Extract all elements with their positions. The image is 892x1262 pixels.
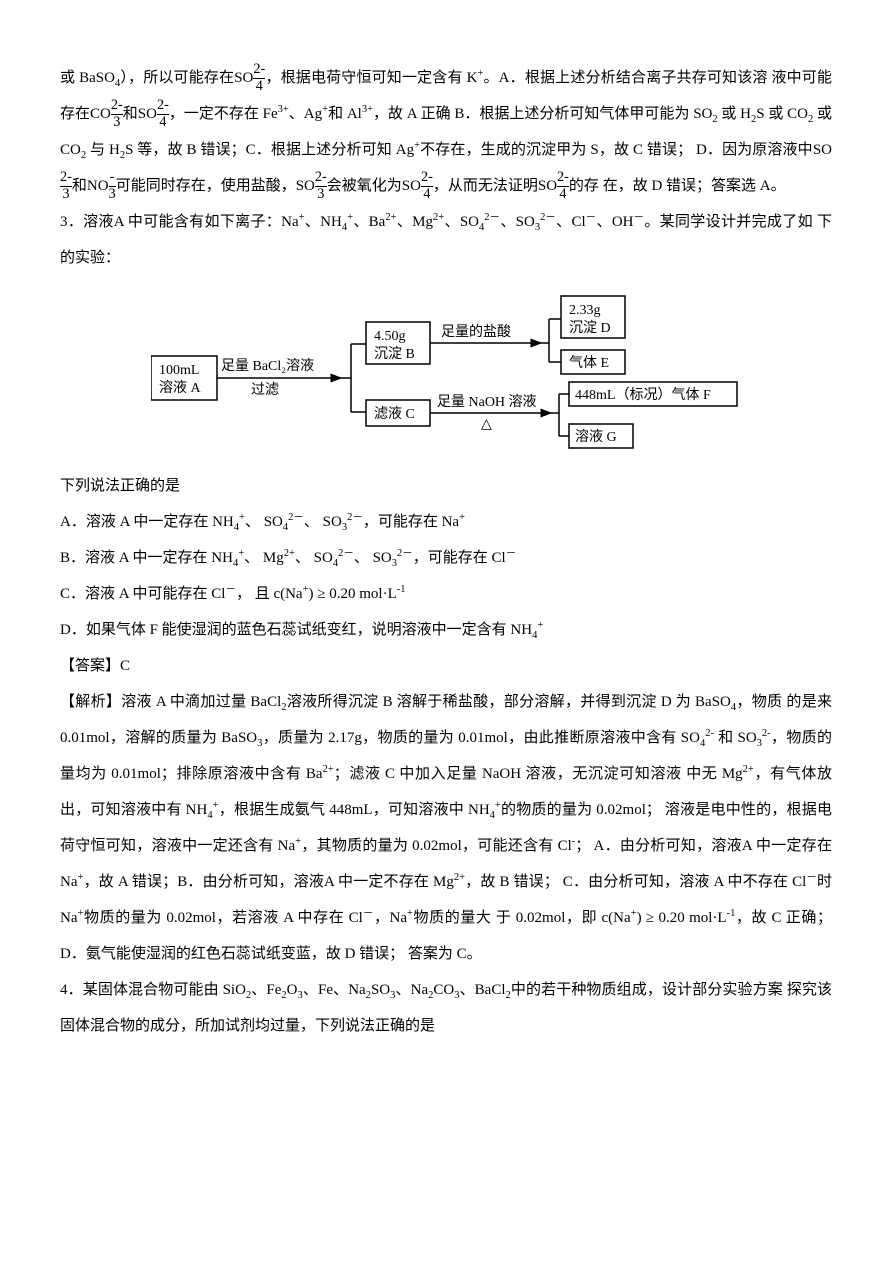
text: 不存在，生成的沉淀甲为 S，故 C 错误； [420,142,692,158]
text: ，根据电荷守恒可知一定含有 K [265,70,477,86]
text: 和 Al [328,106,362,122]
diagram-box1a: 100mL [159,363,199,378]
diagram-arrow1-label-bot: 过滤 [251,382,279,398]
option-a: A．溶液 A 中一定存在 NH4+、 SO42－、 SO32－，可能存在 Na+ [60,504,832,540]
text: ，故 A 正确 B．根据上述分析可知气体甲可能为 SO [373,106,712,122]
formula-so4: SO2-4 [138,106,169,122]
text: ，一定不存在 Fe [169,106,278,122]
text: 在，故 D 错误；答案选 A。 [603,178,786,194]
text: 与 H [86,142,120,158]
formula-so4: SO2-4 [402,178,433,194]
option-d: D．如果气体 F 能使湿润的蓝色石蕊试纸变红，说明溶液中一定含有 NH4+ [60,612,832,648]
question-3-stem: 3．溶液A 中可能含有如下离子：Na+、NH4+、Ba2+、Mg2+、SO42－… [60,204,832,276]
text: 、Ba [353,214,385,230]
flow-diagram: .bx { fill:#fff; stroke:#000; stroke-wid… [151,294,741,454]
text: 的存 [569,178,599,194]
formula-so4: SO2-4 [234,70,265,86]
text: 、SO [444,214,479,230]
text: 、Mg [397,214,434,230]
diagram-arrow3-label-bot: △ [481,417,492,432]
formula-co3: CO2-3 [90,106,123,122]
diagram-boxDa: 2.33g [569,303,601,318]
question-4-stem: 4．某固体混合物可能由 SiO2、Fe2O3、Fe、Na2SO3、Na2CO3、… [60,972,832,1044]
text: 、NH [305,214,342,230]
explanation-3: 【解析】溶液 A 中滴加过量 BaCl2溶液所得沉淀 B 溶解于稀盐酸，部分溶解… [60,684,832,972]
text: 和 [72,178,87,194]
option-b: B．溶液 A 中一定存在 NH4+、 Mg2+、 SO42－、 SO32－，可能… [60,540,832,576]
formula-no3: NO-3 [87,178,116,194]
diagram-boxE: 气体 E [569,355,609,371]
formula-so3: SO2-3 [296,178,327,194]
diagram-arrow2-label: 足量的盐酸 [441,324,511,340]
text: S 等，故 B 错误；C．根据上述分析可知 Ag [125,142,414,158]
option-c: C．溶液 A 中可能存在 Cl－， 且 c(Na+) ≥ 0.20 mol·L-… [60,576,832,612]
formula-so4: SO2-4 [538,178,569,194]
text: 、Cl [556,214,586,230]
text: 或 H [721,106,751,122]
text: D．因为原溶液中 [696,142,813,158]
diagram-boxF: 448mL（标况）气体 F [575,387,711,403]
diagram-box2a: 4.50g [374,329,406,344]
paragraph-explanation-prev: 或 BaSO4），所以可能存在SO2-4，根据电荷守恒可知一定含有 K+。A．根… [60,60,832,204]
text: 。某同学设计并完成了如 [644,214,813,230]
text: 或 BaSO [60,70,115,86]
diagram-box3: 滤液 C [374,406,415,422]
question-3-tail: 下列说法正确的是 [60,468,832,504]
text: ，从而无法证明 [433,178,538,194]
text: 可能同时存在，使用盐酸， [116,178,296,194]
diagram-box2b: 沉淀 B [374,346,415,362]
text: 和 [123,106,138,122]
diagram-boxG: 溶液 G [575,429,617,445]
text: 。A．根据上述分析结合离子共存可知该溶 [483,70,767,86]
diagram-box1b: 溶液 A [159,380,201,396]
diagram-arrow3-label-top: 足量 NaOH 溶液 [437,394,537,410]
text: ），所以可能存在 [120,70,234,86]
text: 、OH [596,214,633,230]
text: S 或 CO [756,106,808,122]
answer-label: 【答案】C [60,648,832,684]
text: 会被氧化为 [327,178,402,194]
text: 3．溶液A 中可能含有如下离子：Na [60,214,299,230]
text: 、SO [500,214,535,230]
diagram-boxDb: 沉淀 D [569,320,611,336]
diagram-arrow1-label-top: 足量 BaCl₂溶液 [221,358,314,374]
text: 、Ag [289,106,322,122]
